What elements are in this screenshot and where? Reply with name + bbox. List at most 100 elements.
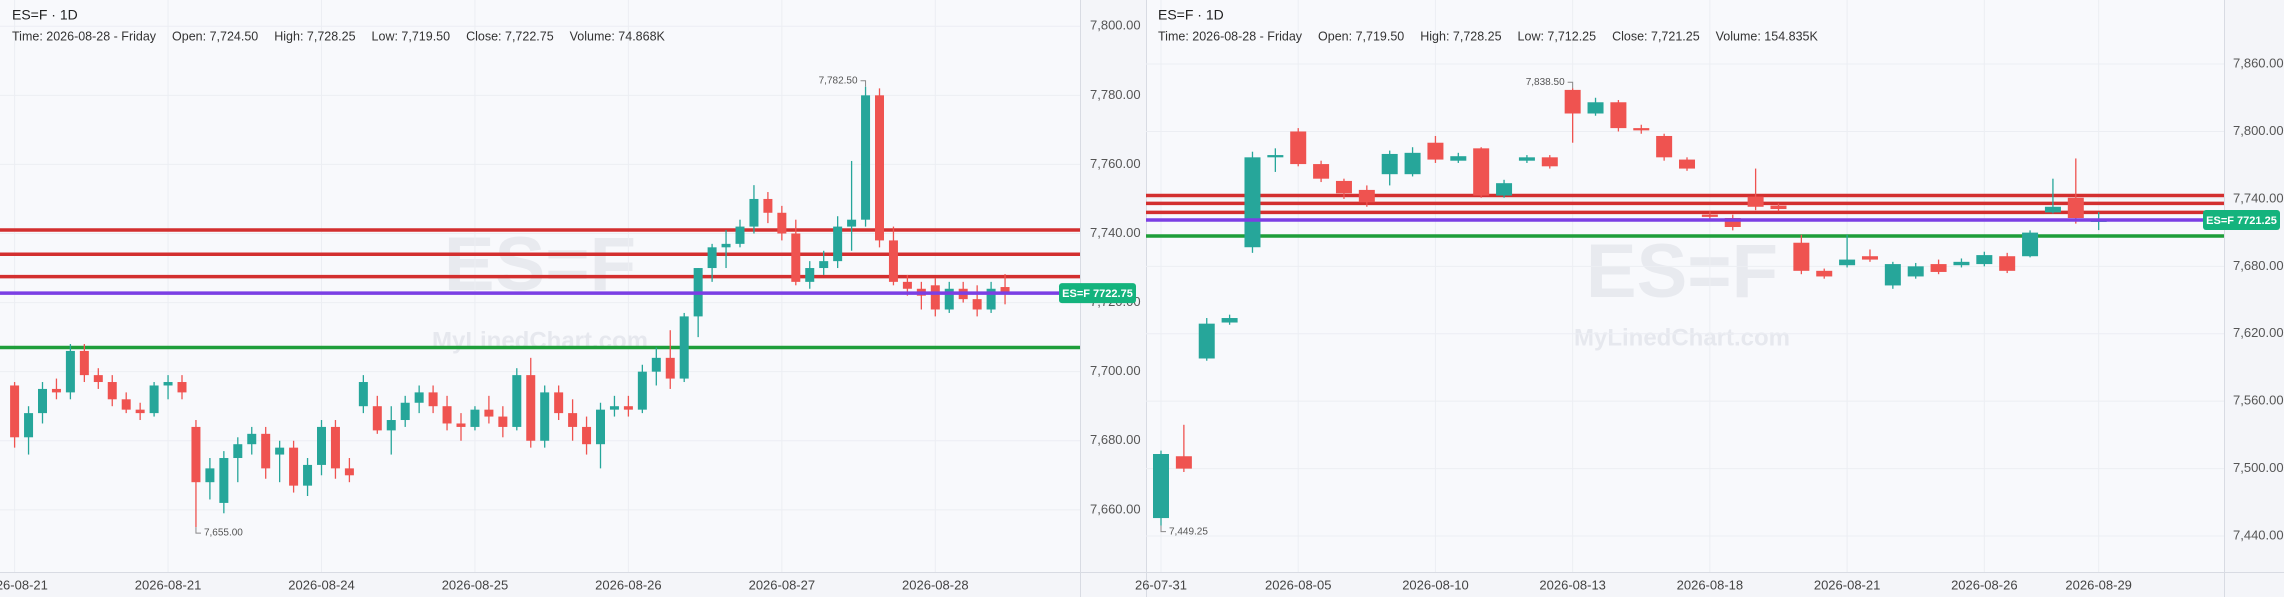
candle-body: [568, 413, 578, 427]
annotation-bracket: [195, 527, 201, 534]
candle-body: [2044, 206, 2061, 213]
candle-body: [623, 406, 633, 410]
candle-body: [414, 392, 424, 403]
candle-body: [1175, 456, 1192, 469]
candle-body: [1861, 256, 1878, 260]
chart-title: ES=F · 1D: [1158, 7, 1224, 23]
candle-body: [1450, 156, 1467, 161]
candle-body: [1610, 102, 1627, 129]
candle-body: [1907, 266, 1924, 277]
y-tick-label: 7,780.00: [1090, 87, 1141, 102]
annotation: 7,782.50: [819, 75, 858, 86]
candle-body: [38, 388, 47, 414]
x-tick-label: 2026-08-27: [749, 577, 816, 592]
candle-body: [1290, 131, 1307, 165]
x-tick-label: 2026-08-25: [442, 577, 509, 592]
y-tick-label: 7,680.00: [2233, 258, 2284, 273]
ohlc-info: Volume: 154.835K: [1716, 29, 1819, 43]
ohlc-info: High: 7,728.25: [1420, 29, 1501, 43]
candle-body: [1496, 183, 1513, 196]
candle-body: [819, 261, 829, 269]
y-tick-label: 7,860.00: [2233, 55, 2284, 70]
candle-body: [51, 388, 61, 393]
candle-body: [358, 382, 368, 407]
candle-body: [1656, 135, 1673, 158]
candle-body: [442, 406, 452, 424]
candle-body: [1335, 180, 1352, 194]
candle-body: [386, 420, 396, 431]
candle-body: [1747, 196, 1764, 207]
x-tick-label: 2026-08-28: [902, 577, 969, 592]
candle-body: [1267, 155, 1284, 158]
x-tick-label: 2026-08-05: [1265, 577, 1332, 592]
candle-body: [1404, 152, 1421, 175]
ohlc-info: Low: 7,719.50: [372, 29, 451, 43]
y-tick-label: 7,740.00: [2233, 190, 2284, 205]
annotation-bracket: [1160, 525, 1166, 533]
candle-body: [1999, 256, 2016, 271]
candle-body: [1000, 287, 1010, 294]
candle-body: [484, 409, 494, 417]
candle-body: [512, 375, 522, 427]
candle-body: [317, 426, 326, 465]
y-tick-label: 7,800.00: [2233, 123, 2284, 138]
candle-body: [428, 392, 438, 407]
x-tick-label: 2026-08-10: [1402, 577, 1469, 592]
price-tag: ES=F 7721.25: [2206, 215, 2277, 227]
price-tag: ES=F 7722.75: [1062, 288, 1133, 300]
candle-body: [861, 95, 871, 220]
candle-body: [470, 409, 480, 427]
candle-body: [1473, 148, 1490, 196]
candle-body: [679, 316, 689, 379]
candle-body: [721, 243, 731, 248]
y-tick-label: 7,740.00: [1090, 225, 1141, 240]
candle-body: [582, 426, 592, 445]
candle-body: [135, 409, 145, 414]
candle-body: [289, 447, 299, 486]
watermark: ES=F: [1586, 229, 1778, 314]
candle-body: [24, 413, 34, 438]
x-tick-label: 2026-08-21: [135, 577, 202, 592]
candle-body: [149, 385, 159, 414]
candle-body: [763, 198, 773, 213]
candle-body: [498, 416, 508, 427]
candle-body: [219, 458, 229, 503]
candle-body: [596, 409, 605, 445]
ohlc-info: Open: 7,724.50: [172, 29, 258, 43]
x-tick-label: 2026-08-26: [595, 577, 662, 592]
y-tick-label: 7,560.00: [2233, 393, 2284, 408]
x-tick-label: 2026-08-18: [1677, 577, 1744, 592]
candle-body: [205, 468, 215, 483]
y-tick-label: 7,700.00: [1090, 363, 1141, 378]
candle-body: [10, 385, 20, 438]
x-tick-label: 2026-08-29: [2065, 577, 2132, 592]
candle-body: [1793, 242, 1810, 271]
candle-body: [1930, 264, 1947, 272]
candle-body: [777, 212, 787, 234]
candle-body: [1953, 261, 1970, 266]
ohlc-info: Close: 7,722.75: [466, 29, 554, 43]
price-tag-box: [2203, 209, 2280, 230]
x-tick-label: 2026-08-24: [288, 577, 355, 592]
candle-body: [944, 288, 954, 310]
annotation-bracket: [1567, 81, 1574, 89]
ohlc-info: Time: 2026-08-28 - Friday: [12, 29, 157, 43]
ohlc-info: Low: 7,712.25: [1518, 29, 1597, 43]
candle-body: [1518, 157, 1535, 161]
price-tag-box: [1059, 283, 1136, 304]
x-tick-label: 2026-08-21: [1814, 577, 1881, 592]
candle-body: [79, 350, 89, 376]
candle-body: [372, 406, 382, 431]
candle-body: [930, 285, 940, 310]
candle-body: [888, 240, 898, 282]
y-tick-label: 7,620.00: [2233, 325, 2284, 340]
candle-body: [330, 426, 340, 469]
candle-body: [1564, 89, 1581, 114]
candle-body: [1198, 323, 1215, 359]
candle-body: [2067, 197, 2084, 219]
candle-body: [247, 433, 257, 445]
candle-body: [177, 382, 187, 393]
candle-body: [107, 382, 117, 400]
ohlc-info: Time: 2026-08-28 - Friday: [1158, 29, 1303, 43]
candle-body: [261, 433, 271, 469]
